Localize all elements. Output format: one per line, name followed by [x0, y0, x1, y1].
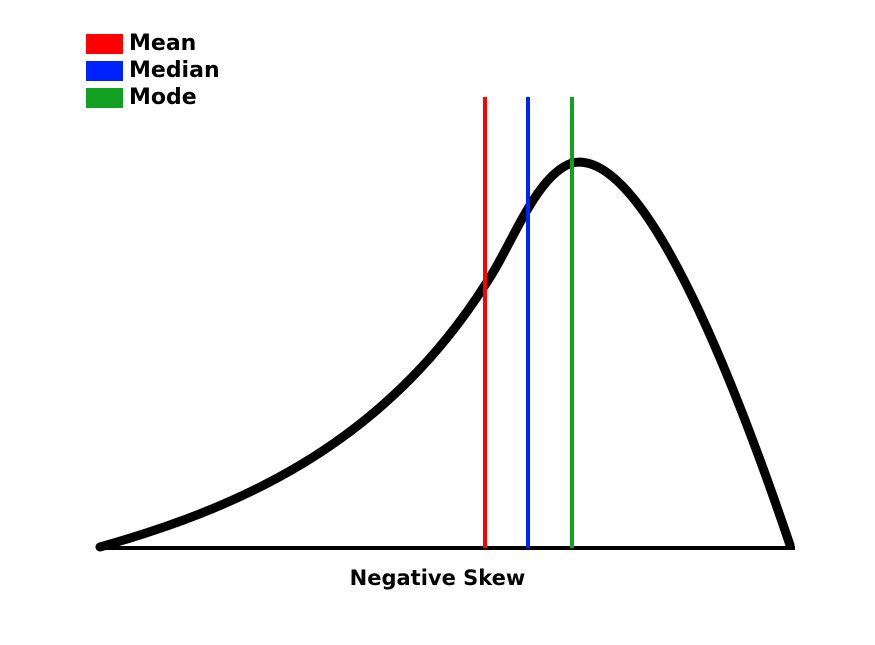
- mean-label: Mean: [129, 31, 197, 56]
- mean-swatch: [86, 34, 123, 54]
- median-swatch: [86, 61, 123, 81]
- legend: Mean Median Mode: [86, 31, 220, 112]
- mode-swatch: [86, 88, 123, 108]
- legend-item-mode: Mode: [86, 85, 220, 111]
- diagram-caption: Negative Skew: [349, 566, 526, 590]
- legend-item-mean: Mean: [86, 31, 220, 57]
- distribution-curve: [95, 157, 795, 552]
- mode-label: Mode: [129, 85, 197, 110]
- legend-item-median: Median: [86, 58, 220, 84]
- median-label: Median: [129, 58, 220, 83]
